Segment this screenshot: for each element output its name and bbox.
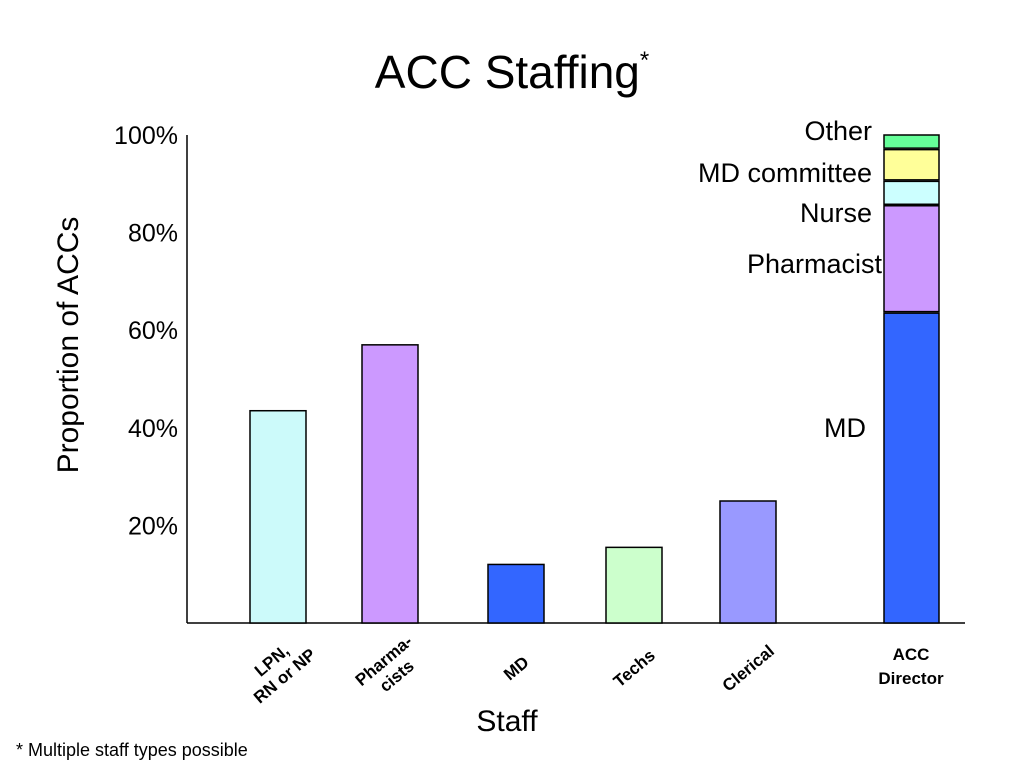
stack-segment-label: Pharmacist: [747, 249, 883, 279]
y-axis-label: Proportion of ACCs: [52, 217, 85, 474]
y-tick-label: 80%: [128, 220, 178, 248]
category-label: Techs: [610, 646, 659, 691]
stack-segment-label: Other: [804, 116, 872, 146]
category-label: Clerical: [719, 641, 778, 695]
acc-director-stacked-bar: MD Pharmacist Nurse MD committee Other ACC Dir…: [698, 116, 944, 688]
stack-segment: [883, 148, 940, 181]
bar: [605, 546, 663, 624]
stack-segment: [883, 134, 940, 149]
y-tick-label: 20%: [128, 512, 178, 540]
y-tick-label: 100%: [114, 122, 178, 150]
stack-segment-label: MD committee: [698, 158, 872, 188]
bar: [487, 563, 545, 624]
bars: [249, 344, 777, 624]
x-axis-label: Staff: [476, 705, 538, 738]
stack-segment: [883, 180, 940, 206]
category-label: ACC Director: [878, 645, 944, 688]
category-label-line: MD: [500, 653, 532, 685]
category-label-line: ACC: [893, 645, 930, 664]
footnote: * Multiple staff types possible: [16, 740, 248, 760]
stack-segment-label: MD: [824, 413, 866, 443]
chart-title: ACC Staffing*: [375, 46, 649, 98]
category-label-line: Clerical: [719, 641, 778, 695]
y-tick-label: 40%: [128, 415, 178, 443]
bar: [719, 500, 777, 624]
stack-segment-label: Nurse: [800, 198, 872, 228]
category-label-line: Techs: [610, 646, 659, 691]
chart-title-text: ACC Staffing: [375, 46, 640, 98]
category-label: Pharma-cists: [352, 632, 429, 706]
category-label: LPN,RN or NP: [237, 629, 319, 707]
category-label: MD: [500, 653, 532, 685]
y-ticks: 20% 40% 60% 80% 100%: [114, 122, 178, 540]
bar: [249, 409, 307, 624]
stack-segment: [883, 205, 940, 313]
bar: [361, 344, 419, 624]
chart-title-marker: *: [640, 47, 649, 74]
stack-segment: [883, 312, 940, 624]
y-tick-label: 60%: [128, 317, 178, 345]
category-label-line: Director: [878, 669, 944, 688]
category-labels: LPN,RN or NP Pharma-cists MD Techs Clerical: [237, 629, 778, 708]
